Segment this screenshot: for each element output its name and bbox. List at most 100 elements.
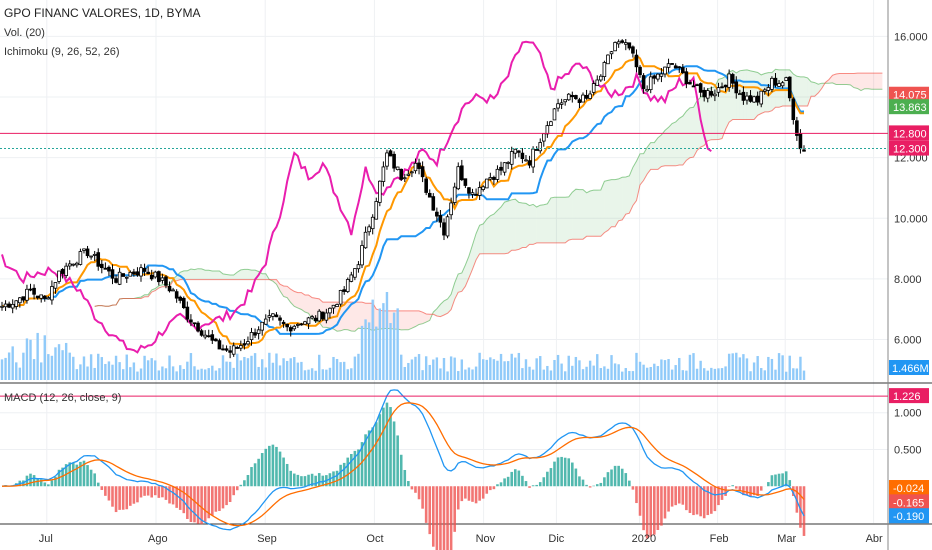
candle-body [3,303,8,308]
cloud-segment [354,302,359,332]
candle-body [160,277,165,281]
volume-bar [678,357,681,380]
candle-body [467,187,471,194]
cloud-segment [622,177,626,220]
macd-hist-bar [200,486,203,525]
cloud-segment [176,272,181,281]
cloud-segment [283,286,288,298]
macd-hist-bar [342,462,346,487]
macd-hist-bar [161,486,164,498]
macd-hist-bar [563,457,567,487]
macd-hist-bar [706,486,710,516]
macd-hist-bar [271,444,275,487]
candle-body [328,307,332,314]
macd-hist-bar [29,473,32,487]
cloud-segment [607,179,612,231]
candle-body [335,304,339,308]
volume-bar [214,370,218,380]
volume-bar [353,356,357,380]
candle-body [121,273,125,277]
volume-bar [332,356,335,380]
candle-body [32,287,36,295]
candle-body [477,187,482,196]
volume-bar [243,356,246,380]
volume-bar [720,368,724,380]
candle-body [531,148,535,168]
volume-bar [581,369,585,380]
macd-hist-bar [310,473,314,487]
cloud-segment [351,302,355,332]
candle-body [324,312,329,321]
candle-body [438,215,443,223]
macd-hist-bar [339,464,342,487]
macd-hist-bar [674,486,677,506]
volume-bar [414,356,417,380]
volume-bar [649,367,652,380]
macd-hist-bar [303,476,307,487]
cloud-segment [828,75,833,84]
volume-bar [606,368,610,380]
volume-bar [293,357,296,380]
volume-bar [756,356,759,380]
candle-body [723,84,728,88]
candle-body [513,148,518,154]
candle-body [730,74,735,84]
candle-body [402,177,407,180]
candle-body [231,345,236,355]
signal-line [2,402,805,527]
cloud-segment [804,76,808,106]
macd-hist-bar [257,458,260,487]
candle-body [752,96,756,103]
macd-hist-bar [260,453,264,487]
cloud-segment [832,74,837,85]
volume-bar [442,357,446,380]
macd-hist-bar [485,486,489,494]
macd-legend: MACD (12, 26, close, 9) [4,392,122,404]
cloud-segment [868,73,872,90]
volume-bar [713,368,717,380]
candle-body [203,334,207,338]
macd-hist-bar [75,464,79,487]
macd-hist-bar [603,477,606,487]
cloud-segment [853,73,858,89]
price-tick-label: 12.000 [894,153,928,165]
candle-body [299,323,304,326]
candle-body [581,94,585,103]
volume-bar [489,357,492,380]
volume-bar [752,362,756,380]
candle-body [627,42,632,49]
macd-hist-bar [39,479,43,487]
macd-hist-bar [171,486,175,505]
volume-bar [738,357,742,380]
volume-bar [457,371,460,380]
volume-bar [200,368,203,380]
macd-hist-bar [613,465,617,487]
cloud-segment [679,116,683,165]
volume-bar [453,357,456,380]
macd-hist-bar [492,486,496,490]
candle-body [609,51,614,55]
cloud-segment [629,167,633,214]
candle-body [502,162,507,173]
cloud-segment [750,70,755,120]
volume-bar [596,354,599,380]
volume-bar [211,365,214,380]
candle-body [178,296,183,301]
candle-body [306,317,311,325]
cloud-segment [401,310,405,330]
volume-bar [535,358,538,380]
volume-bar [681,370,685,380]
cloud-segment [686,107,690,161]
cloud-segment [704,88,708,146]
cloud-segment [458,272,462,293]
candle-body [406,173,411,176]
macd-hist-bar [228,486,232,503]
macd-hist-bar [424,486,428,523]
candle-body [75,262,79,266]
macd-hist-bar [588,486,592,488]
volume-bar [724,366,727,380]
candle-body [463,178,468,186]
cloud-segment [807,77,812,106]
macd-hist-bar [517,470,521,487]
volume-bar [367,322,371,380]
